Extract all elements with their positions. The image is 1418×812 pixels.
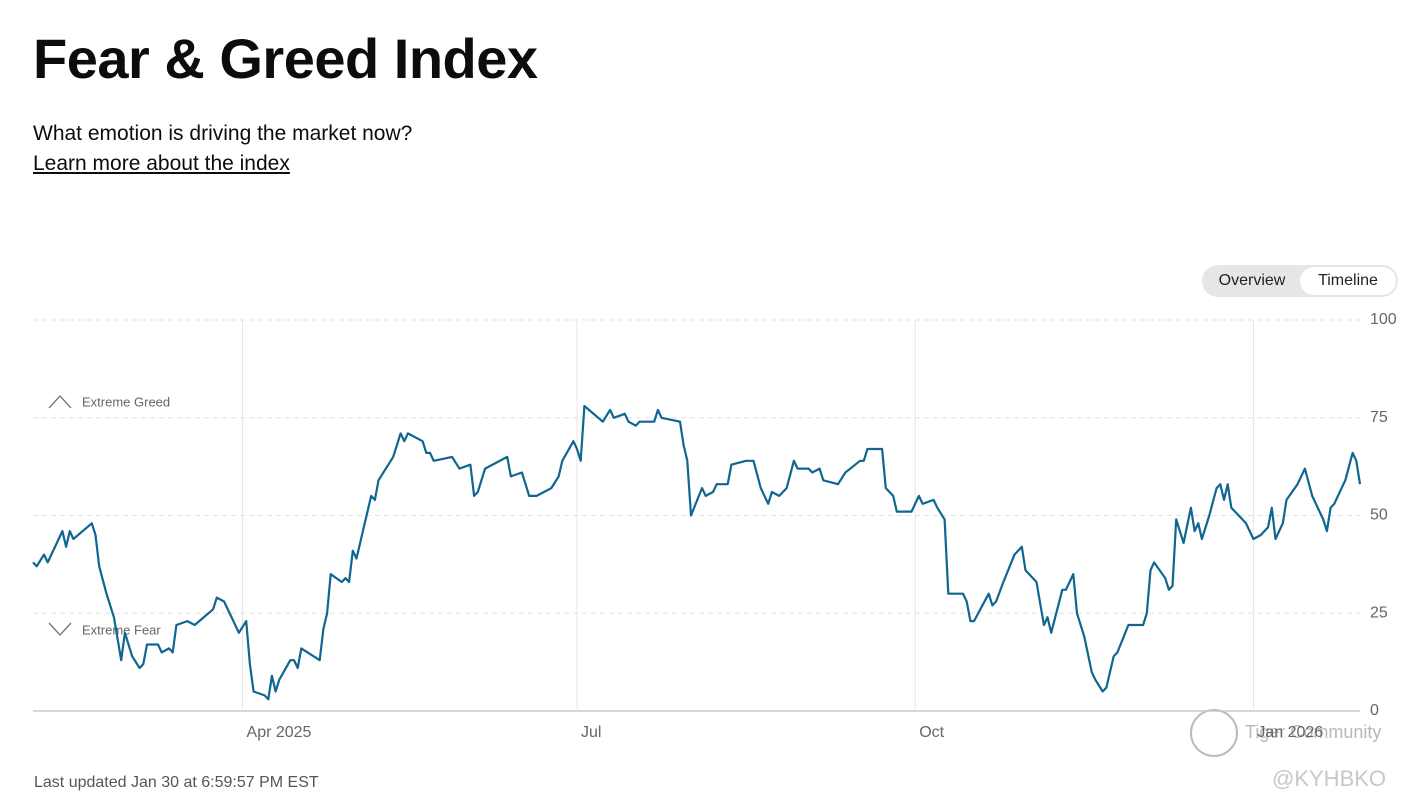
y-tick-label: 0 xyxy=(1370,702,1379,719)
index-line xyxy=(32,404,1362,701)
y-tick-label: 25 xyxy=(1370,604,1388,621)
view-toggle: Overview Timeline xyxy=(1202,265,1398,297)
last-updated: Last updated Jan 30 at 6:59:57 PM EST xyxy=(34,774,319,791)
toggle-option[interactable]: Timeline xyxy=(1300,267,1396,295)
watermark-logo xyxy=(1190,709,1238,757)
toggle-option[interactable]: Overview xyxy=(1218,272,1286,289)
x-tick-label: Jan 2026 xyxy=(1257,724,1323,741)
greed-icon xyxy=(48,395,72,409)
y-tick-label: 75 xyxy=(1370,409,1388,426)
y-tick-label: 100 xyxy=(1370,311,1397,328)
learn-more-link[interactable]: Learn more about the index xyxy=(33,152,290,175)
watermark: @KYHBKO xyxy=(1272,766,1386,791)
fear-label: Extreme Fear xyxy=(82,622,161,637)
title: Fear & Greed Index xyxy=(33,27,538,90)
x-tick-label: Oct xyxy=(919,724,944,741)
subtitle: What emotion is driving the market now? xyxy=(33,122,413,145)
greed-label: Extreme Greed xyxy=(82,394,170,409)
y-tick-label: 50 xyxy=(1370,507,1388,524)
x-tick-label: Apr 2025 xyxy=(247,724,312,741)
watermark: Tiger Community xyxy=(1245,722,1381,742)
fear-icon xyxy=(48,622,72,636)
x-tick-label: Jul xyxy=(581,724,601,741)
